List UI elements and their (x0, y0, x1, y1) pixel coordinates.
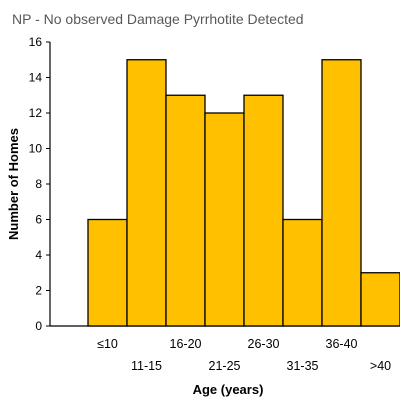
x-tick-label: 31-35 (287, 359, 319, 373)
x-tick-label: >40 (370, 359, 391, 373)
x-tick-label: 26-30 (248, 337, 280, 351)
bar (282, 218, 323, 327)
bar (243, 94, 284, 327)
x-tick-labels: ≤10 11-15 16-20 21-25 26-30 31-35 36-40 >40 (97, 337, 391, 373)
x-tick-label: 21-25 (209, 359, 241, 373)
x-tick-label: ≤10 (97, 337, 118, 351)
y-tick-label: 0 (35, 319, 42, 333)
bar (360, 272, 400, 327)
bar (321, 59, 362, 327)
y-tick-label: 12 (29, 106, 43, 120)
bar (165, 94, 206, 327)
y-axis-title: Number of Homes (6, 128, 21, 240)
x-axis-title: Age (years) (193, 382, 264, 397)
y-tick-label: 4 (35, 248, 42, 262)
y-tick-label: 2 (35, 284, 42, 298)
bar (126, 59, 167, 327)
y-tick-label: 14 (29, 71, 43, 85)
bar (87, 218, 128, 327)
bar (204, 112, 245, 327)
x-tick-label: 16-20 (170, 337, 202, 351)
y-tick-labels: 0 2 4 6 8 10 12 14 16 (29, 35, 43, 333)
chart-title: NP - No observed Damage Pyrrhotite Detec… (12, 11, 304, 27)
y-tick-label: 6 (35, 213, 42, 227)
y-tick-label: 8 (35, 177, 42, 191)
x-tick-label: 36-40 (326, 337, 358, 351)
bars-layer (87, 59, 400, 327)
y-tick-label: 16 (29, 35, 43, 49)
x-tick-label: 11-15 (131, 359, 162, 373)
y-tick-label: 10 (29, 142, 43, 156)
